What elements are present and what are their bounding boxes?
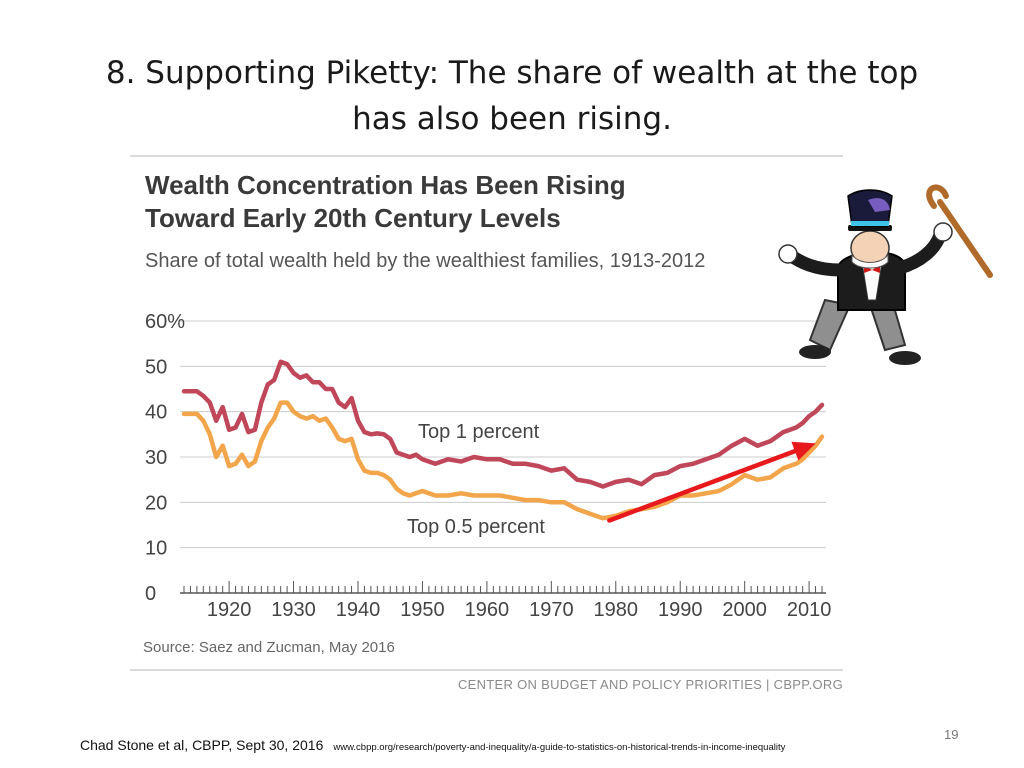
x-axis (180, 581, 826, 593)
chart-subtitle: Share of total wealth held by the wealth… (145, 250, 705, 272)
x-tick-label-1990: 1990 (658, 599, 703, 621)
x-tick-label-2000: 2000 (722, 599, 767, 621)
x-tick-label-1920: 1920 (207, 599, 252, 621)
footer-citation: Chad Stone et al, CBPP, Sept 30, 2016 www… (80, 737, 785, 755)
y-tick-label-20: 20 (145, 492, 167, 514)
citation-url[interactable]: www.cbpp.org/research/poverty-and-inequa… (333, 742, 785, 753)
x-tick-labels: 1920 1930 1940 1950 1960 1970 1980 1990 2000 2010 (207, 599, 832, 621)
y-tick-labels: 0 10 20 30 40 50 60% (145, 311, 185, 605)
x-tick-label-1940: 1940 (336, 599, 381, 621)
x-tick-label-1930: 1930 (271, 599, 316, 621)
y-tick-label-10: 10 (145, 538, 167, 560)
top-hat-mascot-icon (779, 187, 990, 365)
x-tick-label-1970: 1970 (529, 599, 574, 621)
x-tick-label-1960: 1960 (465, 599, 510, 621)
chart-credit: CENTER ON BUDGET AND POLICY PRIORITIES |… (458, 677, 843, 692)
x-tick-label-1980: 1980 (594, 599, 639, 621)
x-tick-label-1950: 1950 (400, 599, 445, 621)
chart-source: Source: Saez and Zucman, May 2016 (143, 639, 395, 656)
y-tick-label-50: 50 (145, 356, 167, 378)
page-number: 19 (944, 727, 958, 742)
y-tick-label-0: 0 (145, 583, 156, 605)
y-tick-label-40: 40 (145, 402, 167, 424)
y-tick-label-30: 30 (145, 447, 167, 469)
trend-arrow (609, 442, 815, 521)
chart-title-line2: Toward Early 20th Century Levels (145, 203, 561, 233)
series-label-top1: Top 1 percent (418, 421, 540, 443)
x-tick-label-2010: 2010 (787, 599, 832, 621)
y-tick-label-60: 60% (145, 311, 185, 333)
series-label-top05: Top 0.5 percent (407, 516, 545, 538)
citation-text: Chad Stone et al, CBPP, Sept 30, 2016 (80, 737, 323, 753)
chart-title-line1: Wealth Concentration Has Been Rising (145, 170, 626, 200)
